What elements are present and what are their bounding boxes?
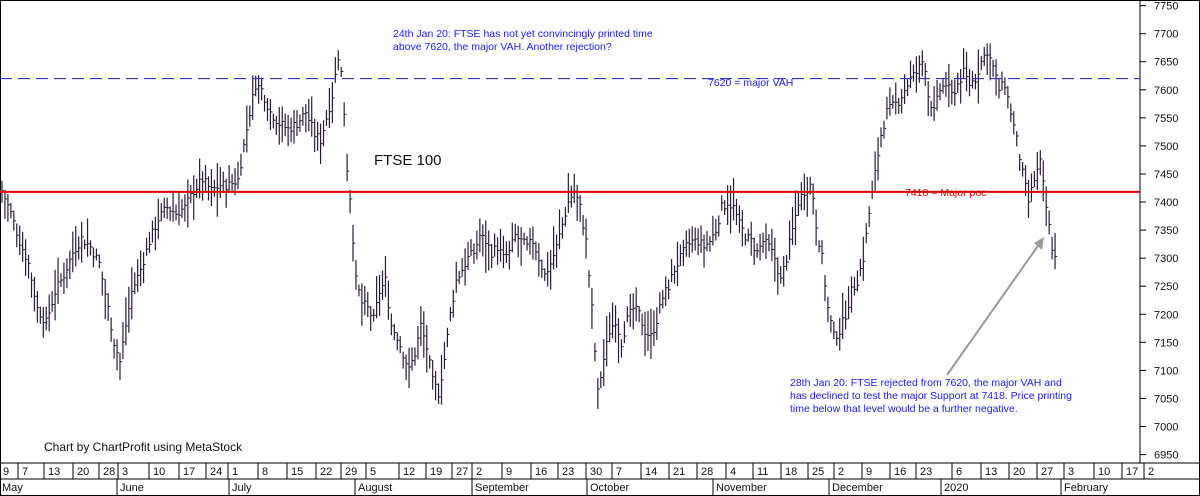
y-axis: 6950 7000 7050 7100 7150 7200 7250 7300 7350 7400… (1140, 1, 1178, 462)
x-day-label: 1 (232, 466, 238, 478)
x-day-label: 11 (757, 466, 768, 478)
x-day-label: 28 (701, 466, 713, 478)
x-day-label: 5 (370, 466, 376, 478)
y-tick-label: 7250 (1154, 281, 1178, 293)
x-day-label: 18 (785, 466, 797, 478)
x-day-label: 7 (616, 466, 622, 478)
x-day-label: 24 (210, 466, 222, 478)
y-tick-label: 7350 (1154, 225, 1178, 237)
x-day-label: 23 (562, 466, 574, 478)
poc-label: 7418 = Major poc (905, 187, 986, 199)
x-day-label: 16 (894, 466, 906, 478)
x-day-label: 4 (730, 466, 736, 478)
x-day-label: 25 (812, 466, 824, 478)
x-month-label: May (2, 482, 23, 494)
x-day-label: 12 (403, 466, 415, 478)
x-day-label: 30 (590, 466, 602, 478)
x-day-label: 6 (956, 466, 962, 478)
annotation-arrow (946, 242, 1041, 376)
x-day-label: 9 (506, 466, 512, 478)
x-day-label: 7 (22, 466, 28, 478)
x-day-label: 13 (48, 466, 60, 478)
y-tick-label: 7100 (1154, 365, 1178, 377)
x-month-label: August (358, 482, 392, 494)
bottom-annotation-line-1: 28th Jan 20: FTSE rejected from 7620, th… (790, 377, 1062, 389)
x-day-label: 29 (345, 466, 357, 478)
x-month-label: September (475, 482, 529, 494)
y-tick-label: 7300 (1154, 253, 1178, 265)
y-tick-label: 7550 (1154, 113, 1178, 125)
level-lines (0, 77, 1140, 193)
x-day-label: 13 (985, 466, 997, 478)
top-annotation-line-1: 24th Jan 20: FTSE has not yet convincing… (393, 28, 653, 40)
x-day-label: 3 (1068, 466, 1074, 478)
y-tick-label: 7150 (1154, 337, 1178, 349)
x-day-label: 19 (430, 466, 442, 478)
vah-label: 7620 = major VAH (708, 77, 793, 89)
x-day-label: 14 (645, 466, 657, 478)
x-day-label: 10 (153, 466, 165, 478)
x-day-label: 20 (77, 466, 89, 478)
y-tick-label: 7000 (1154, 422, 1178, 434)
x-day-label: 8 (262, 466, 268, 478)
y-tick-label: 7200 (1154, 309, 1178, 321)
x-day-label: 10 (1098, 466, 1110, 478)
chart-title: FTSE 100 (374, 152, 442, 169)
x-day-label: 3 (122, 466, 128, 478)
y-tick-label: 7450 (1154, 169, 1178, 181)
y-tick-label: 7500 (1154, 141, 1178, 153)
top-annotation-line-2: above 7620, the major VAH. Another rejec… (393, 41, 612, 53)
x-day-label: 17 (1126, 466, 1138, 478)
x-day-label: 21 (673, 466, 685, 478)
y-tick-label: 7750 (1154, 1, 1178, 13)
x-day-label: 9 (866, 466, 872, 478)
annotation-arrow-head (1034, 237, 1044, 250)
bottom-annotation-line-2: has declined to test the major Support a… (790, 390, 1072, 402)
x-month-label: 2020 (944, 482, 968, 494)
chart-credit: Chart by ChartProfit using MetaStock (44, 440, 243, 454)
y-tick-label: 7600 (1154, 85, 1178, 97)
y-tick-label: 7400 (1154, 197, 1178, 209)
x-day-label: 23 (920, 466, 932, 478)
y-tick-label: 7700 (1154, 29, 1178, 41)
x-day-label: 28 (103, 466, 115, 478)
x-month-label: June (120, 482, 144, 494)
y-tick-label: 6950 (1154, 450, 1178, 462)
x-day-label: 2 (476, 466, 482, 478)
x-day-label: 20 (1013, 466, 1025, 478)
x-day-label: 22 (320, 466, 332, 478)
x-day-label: 27 (456, 466, 468, 478)
x-day-label: 16 (535, 466, 547, 478)
x-month-label: February (1064, 482, 1109, 494)
x-day-label: 27 (1041, 466, 1053, 478)
x-month-label: July (232, 482, 252, 494)
x-day-label: 2 (1148, 466, 1154, 478)
y-tick-label: 7050 (1154, 393, 1178, 405)
x-day-label: 9 (3, 466, 9, 478)
x-day-label: 17 (183, 466, 195, 478)
x-day-label: 2 (838, 466, 844, 478)
x-month-label: November (716, 482, 767, 494)
x-day-label: 15 (291, 466, 303, 478)
y-tick-label: 7650 (1154, 57, 1178, 69)
x-axis: 9 7 13 20 28 3 10 17 24 1 8 15 22 29 5 12 19 27 2 9 16 23 30 7 1… (2, 463, 1154, 496)
x-month-label: December (832, 482, 883, 494)
bottom-annotation-line-3: time below that level would be a further… (790, 403, 1018, 415)
x-month-label: October (590, 482, 629, 494)
